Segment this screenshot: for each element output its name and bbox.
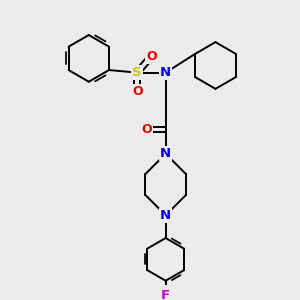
Text: O: O bbox=[146, 50, 157, 63]
Text: O: O bbox=[142, 123, 152, 136]
Text: N: N bbox=[160, 147, 171, 160]
Text: O: O bbox=[132, 85, 142, 98]
Text: F: F bbox=[161, 289, 170, 300]
Text: N: N bbox=[160, 66, 171, 79]
Text: N: N bbox=[160, 209, 171, 222]
Text: S: S bbox=[132, 66, 142, 79]
